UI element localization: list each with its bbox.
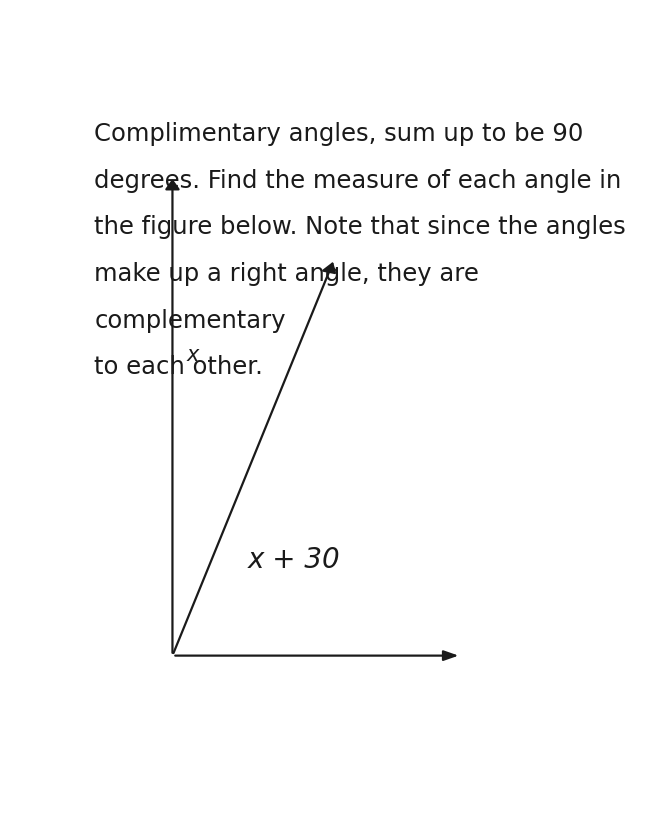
Text: x + 30: x + 30 [247, 546, 340, 574]
Text: degrees. Find the measure of each angle in: degrees. Find the measure of each angle … [94, 168, 621, 193]
Text: the figure below. Note that since the angles: the figure below. Note that since the an… [94, 215, 626, 239]
Text: x: x [186, 345, 199, 365]
Text: Complimentary angles, sum up to be 90: Complimentary angles, sum up to be 90 [94, 122, 584, 146]
Text: to each other.: to each other. [94, 355, 263, 379]
Text: make up a right angle, they are: make up a right angle, they are [94, 262, 479, 286]
Text: complementary: complementary [94, 309, 286, 333]
